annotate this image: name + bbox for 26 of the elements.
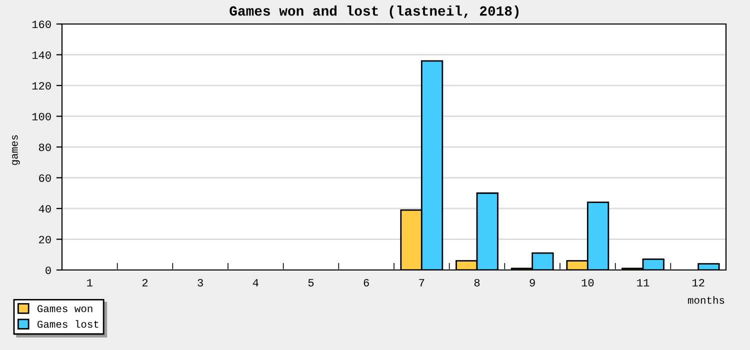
y-tick-label: 100 [32, 112, 51, 120]
x-tick-label: 9 [530, 278, 535, 286]
y-tick-label: 80 [38, 144, 51, 152]
y-tick-label: 160 [32, 20, 51, 28]
y-tick-label: 20 [39, 236, 51, 244]
x-tick-label: 4 [252, 279, 258, 286]
x-tick-label: 5 [308, 279, 314, 286]
legend-label: Games lost [37, 320, 98, 328]
y-tick-label: 40 [38, 205, 51, 213]
y-axis-title: games [12, 135, 20, 165]
y-tick-label: 140 [32, 51, 51, 59]
x-tick-label: 10 [582, 278, 594, 286]
legend-label: Games won [37, 305, 92, 312]
x-tick-label: 11 [637, 279, 650, 286]
x-tick-label: 3 [198, 278, 203, 286]
x-tick-label: 12 [692, 278, 704, 286]
x-axis-title: months [688, 296, 724, 304]
x-tick-label: 1 [87, 279, 92, 286]
x-tick-label: 8 [474, 278, 480, 286]
y-tick-label: 120 [32, 82, 51, 90]
x-tick-label: 2 [142, 278, 148, 286]
x-tick-label: 6 [364, 278, 369, 286]
y-tick-label: 0 [46, 266, 51, 274]
x-tick-label: 7 [419, 279, 424, 286]
y-tick-label: 60 [39, 174, 51, 182]
chart-title: Games won and lost (lastneil, 2018) [230, 6, 519, 18]
